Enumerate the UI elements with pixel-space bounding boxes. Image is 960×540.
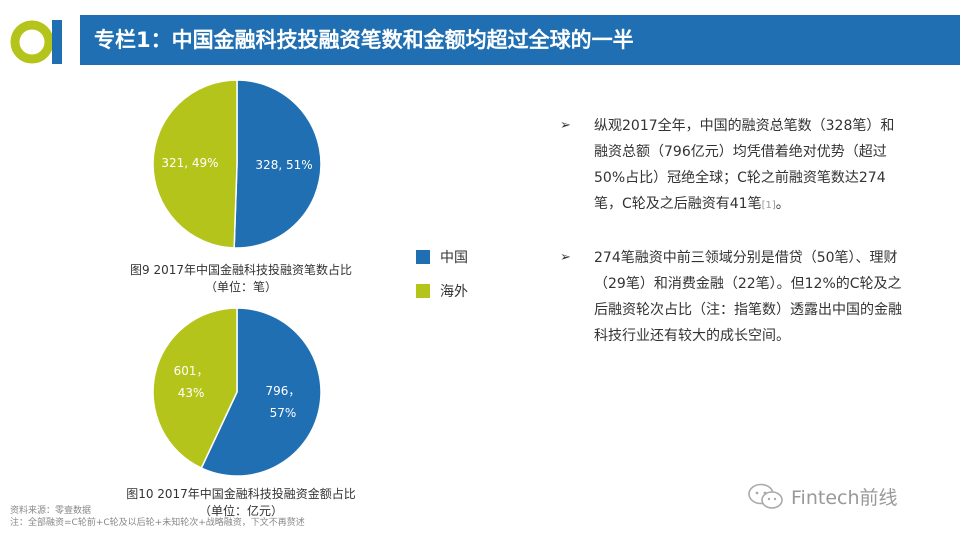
data-label-china: 328, 51% <box>255 158 312 172</box>
watermark-text: Fintech前线 <box>791 486 898 509</box>
arrow-bullet-icon: ➢ <box>560 118 571 133</box>
pie-slice-china <box>200 307 322 477</box>
chart-title: 图9 2017年中国金融科技投融资笔数占比 <box>130 263 352 277</box>
chart-title: 图10 2017年中国金融科技投融资金额占比 <box>126 487 356 501</box>
pie-slice-overseas <box>152 307 238 470</box>
chart-caption-count: 图9 2017年中国金融科技投融资笔数占比 （单位：笔） <box>96 262 386 296</box>
pie-chart-amount: 796， 57% 601， 43% <box>152 307 322 477</box>
arrow-bullet-icon: ➢ <box>560 250 571 265</box>
legend-item-overseas: 海外 <box>416 280 468 302</box>
chart-subtitle: （单位：亿元） <box>198 504 283 518</box>
header-bar: 专栏1：中国金融科技投融资笔数和金额均超过全球的一半 <box>80 15 960 65</box>
source-note: 资料来源：零壹数据 注：全部融资=C轮前+C轮及以后轮+未知轮次+战略融资，下文… <box>10 505 305 529</box>
chart-subtitle: （单位：笔） <box>204 280 277 294</box>
legend-label: 中国 <box>440 250 468 266</box>
bullet-list: ➢ 纵观2017全年，中国的融资总笔数（328笔）和融资总额（796亿元）均凭借… <box>560 113 905 375</box>
chart-legend: 中国 海外 <box>416 246 468 314</box>
source-line: 资料来源：零壹数据 <box>10 506 92 516</box>
pie-chart-count: 328, 51% 321, 49% <box>152 79 322 249</box>
legend-item-china: 中国 <box>416 246 468 268</box>
chart-caption-amount: 图10 2017年中国金融科技投融资金额占比 （单位：亿元） <box>96 486 386 520</box>
logo-icon <box>10 20 62 64</box>
data-label-overseas: 321, 49% <box>161 156 218 170</box>
pie-slice-overseas <box>152 79 238 249</box>
legend-swatch-overseas <box>416 284 430 298</box>
bullet-text: 纵观2017全年，中国的融资总笔数（328笔）和融资总额（796亿元）均凭借着绝… <box>594 118 895 212</box>
watermark: Fintech前线 <box>747 482 898 510</box>
data-label-overseas: 601， 43% <box>174 364 209 400</box>
bullet-item: ➢ 274笔融资中前三领域分别是借贷（50笔）、理财（29笔）和消费金融（22笔… <box>560 245 905 349</box>
pie-slice-china <box>233 79 322 249</box>
bullet-end: 。 <box>775 196 790 212</box>
page-title: 专栏1：中国金融科技投融资笔数和金额均超过全球的一半 <box>94 28 634 52</box>
bullet-text: 274笔融资中前三领域分别是借贷（50笔）、理财（29笔）和消费金融（22笔）。… <box>594 250 902 344</box>
legend-label: 海外 <box>440 284 468 300</box>
legend-swatch-china <box>416 250 430 264</box>
note-line: 注：全部融资=C轮前+C轮及以后轮+未知轮次+战略融资，下文不再赘述 <box>10 518 305 528</box>
wechat-icon <box>748 483 783 509</box>
bullet-item: ➢ 纵观2017全年，中国的融资总笔数（328笔）和融资总额（796亿元）均凭借… <box>560 113 905 219</box>
footnote-ref: [1] <box>761 200 776 211</box>
data-label-china: 796， 57% <box>265 384 300 420</box>
